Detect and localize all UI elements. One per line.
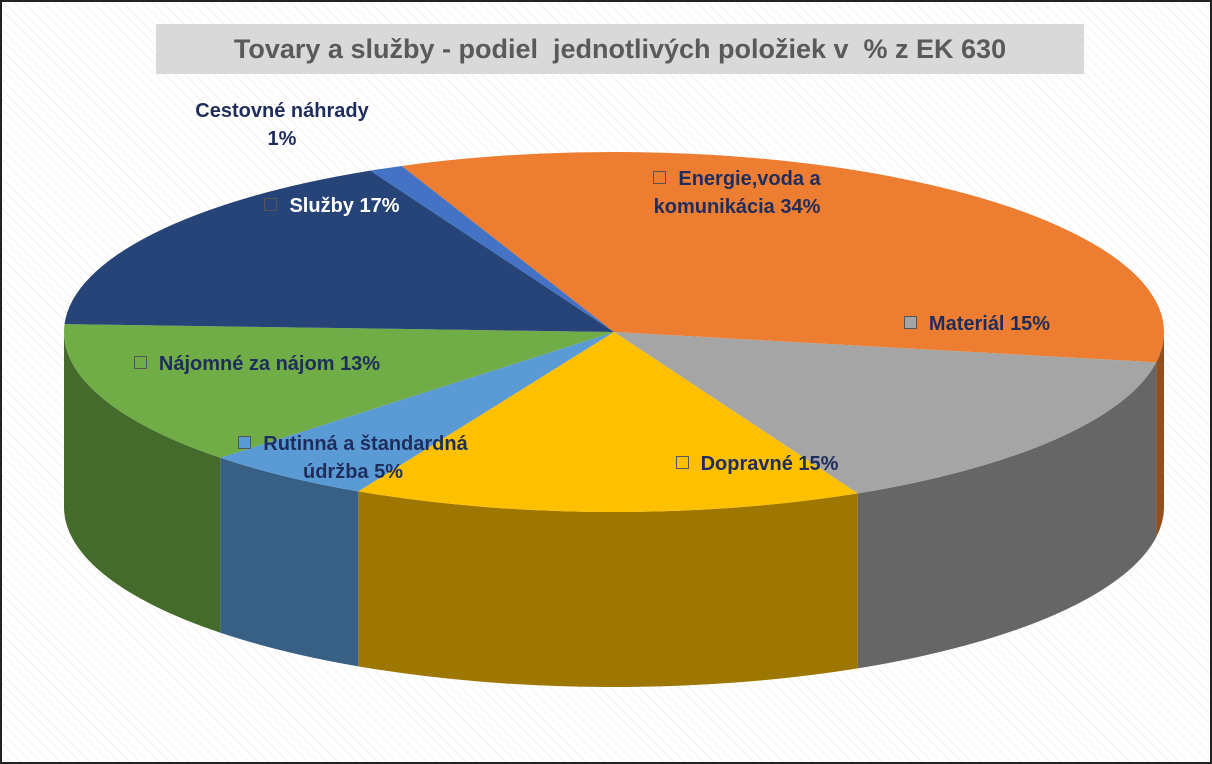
label-category: Dopravné xyxy=(700,453,793,475)
data-label: Cestovné náhrady 1% xyxy=(192,97,372,153)
label-value: 34% xyxy=(780,196,821,218)
slice xyxy=(358,332,858,512)
label-category: Materiál xyxy=(928,313,1005,335)
legend-key xyxy=(264,198,278,211)
slice xyxy=(401,151,1165,363)
data-label: Rutinná a štandardná údržba 5% xyxy=(238,430,468,486)
slice-side xyxy=(1156,332,1164,538)
slice xyxy=(64,170,614,332)
slice-side xyxy=(64,332,221,633)
label-value: 5% xyxy=(374,461,404,483)
data-label: Služby 17% xyxy=(257,192,407,220)
label-category: Služby xyxy=(289,195,354,217)
data-label: Nájomné za nájom 13% xyxy=(92,350,422,378)
label-value: 1% xyxy=(267,128,297,150)
legend-key xyxy=(238,436,252,449)
chart-title: Tovary a služby - podiel jednotlivých po… xyxy=(156,24,1084,74)
slice xyxy=(220,332,614,492)
label-value: 13% xyxy=(340,353,381,375)
slice-side xyxy=(857,362,1157,669)
label-value: 15% xyxy=(1010,313,1051,335)
label-category: Rutinná a štandardná údržba xyxy=(263,433,468,483)
legend-key xyxy=(133,356,147,369)
data-label: Dopravné 15% xyxy=(632,450,882,478)
legend-key xyxy=(675,456,689,469)
label-category: Cestovné náhrady xyxy=(195,100,369,122)
slice-side xyxy=(358,491,858,687)
data-label: Materiál 15% xyxy=(862,310,1092,338)
legend-key xyxy=(653,171,667,184)
data-label: Energie,voda a komunikácia 34% xyxy=(602,165,872,221)
legend-key xyxy=(903,316,917,329)
slice xyxy=(614,332,1157,494)
slice xyxy=(370,165,614,332)
label-value: 17% xyxy=(359,195,400,217)
slice-side xyxy=(220,457,359,667)
label-value: 15% xyxy=(798,453,839,475)
label-category: Nájomné za nájom xyxy=(158,353,335,375)
label-category: Energie,voda a komunikácia xyxy=(653,168,821,218)
slice xyxy=(64,324,615,458)
